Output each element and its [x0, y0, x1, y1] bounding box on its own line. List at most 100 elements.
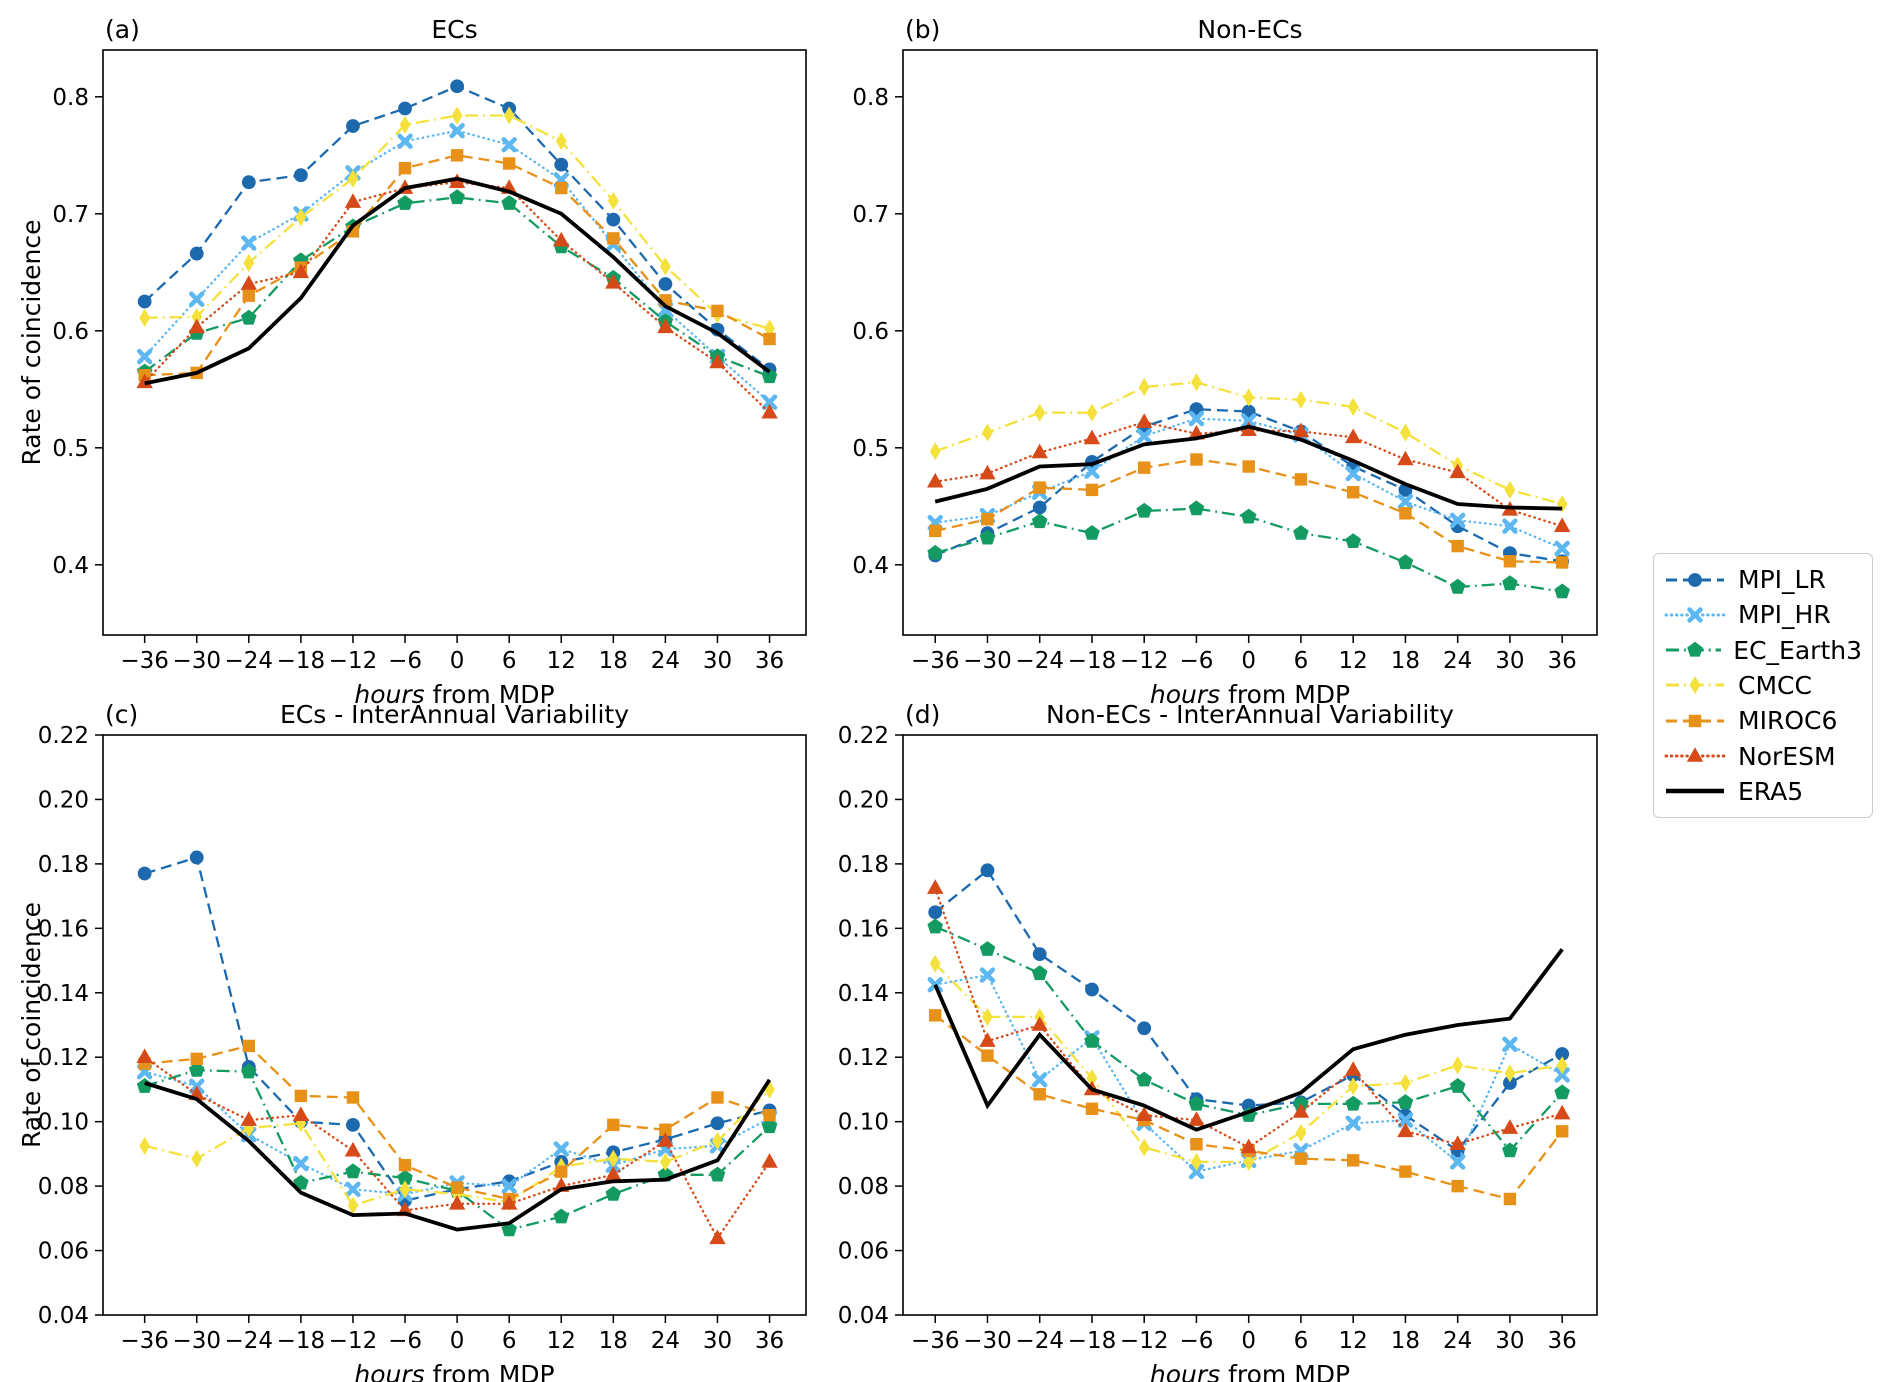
panel-c-MPI_LR-marker [137, 866, 152, 881]
panel-c-ytick-label: 0.04 [38, 1303, 89, 1329]
panel-b-CMCC-marker [1034, 403, 1046, 422]
panel-d-xtick-label: 12 [1339, 1328, 1368, 1354]
panel-d-ytick-label: 0.18 [838, 852, 889, 878]
panel-c-CMCC-marker [399, 1180, 411, 1199]
panel-c-xtick-label: −6 [388, 1328, 422, 1354]
panel-a-xtick-label: 12 [547, 648, 576, 674]
panel-b-MPI_HR-marker [1345, 465, 1361, 482]
panel-d-series-NorESM-markers [927, 879, 1571, 1154]
panel-a-MPI_LR-marker [554, 157, 569, 172]
panel-b-series-ERA5-line [934, 424, 1563, 511]
panel-c-xtick-label: 18 [599, 1328, 628, 1354]
panel-c-ytick-label: 0.18 [38, 852, 89, 878]
panel-d-CMCC-marker [1138, 1138, 1150, 1157]
panel-d-EC_Earth3-marker [1397, 1094, 1414, 1109]
panel-b-CMCC-marker [1243, 388, 1255, 407]
panel-c-MIROC6-marker [190, 1052, 203, 1066]
panel-a-series-EC_Earth3-line [144, 196, 770, 378]
panel-b-MIROC6-marker [1085, 483, 1099, 497]
panel-b-series-NorESM-markers [927, 413, 1571, 532]
legend-MIROC6-line-icon [1666, 714, 1724, 727]
panel-b-EC_Earth3-marker [1188, 500, 1205, 516]
panel-c-EC_Earth3-marker [241, 1063, 257, 1079]
panel-d-xtick-label: −6 [1179, 1328, 1213, 1354]
panel-a-series-CMCC-line [144, 114, 770, 330]
panel-d-CMCC-marker [1243, 1152, 1255, 1171]
panel-b-MIROC6-marker [1451, 539, 1464, 553]
panel-b-MIROC6-marker [1033, 481, 1046, 494]
panel-c-EC_Earth3-marker [136, 1078, 153, 1093]
panel-d-MPI_LR-marker [980, 863, 995, 878]
panel-a-MIROC6-marker [502, 157, 516, 170]
panel-a-EC_Earth3-marker [449, 189, 465, 205]
panel-d-NorESM-marker [1240, 1138, 1257, 1154]
panel-a-xtick-label: 36 [755, 648, 784, 674]
panel-d-EC_Earth3-marker [979, 941, 996, 956]
panel-d-xtick-label: −18 [1068, 1328, 1117, 1354]
panel-a-CMCC-marker [607, 191, 619, 210]
panel-d-MIROC6-marker [1503, 1192, 1517, 1206]
panel-a-MPI_HR-marker [501, 137, 517, 153]
panel-c-ytick-label: 0.06 [38, 1239, 89, 1265]
panel-b-frame [902, 49, 1598, 636]
panel-b-xtick-label: 6 [1294, 648, 1309, 674]
panel-a-series-MPI_HR-line [143, 129, 771, 404]
panel-d-xtick-label: −30 [963, 1328, 1012, 1354]
legend-label-MPI_HR: MPI_HR [1738, 600, 1831, 630]
panel-d-CMCC-marker [929, 954, 941, 973]
panel-c-EC_Earth3-marker [605, 1186, 622, 1201]
panel-d-xtick-label: 0 [1241, 1328, 1256, 1354]
panel-b-series-EC_Earth3-markers [927, 500, 1570, 599]
panel-b-MIROC6-marker [1190, 453, 1203, 466]
panel-a-yaxis-label: Rate of coincidence [17, 219, 46, 465]
panel-d-xtick-label: 36 [1548, 1328, 1577, 1354]
panel-d-NorESM-marker [1449, 1135, 1466, 1151]
legend-label-NorESM: NorESM [1738, 741, 1836, 771]
panel-a-NorESM-marker [448, 173, 466, 189]
panel-c-CMCC-marker [347, 1196, 359, 1215]
panel-d-NorESM-marker [1292, 1103, 1310, 1118]
panel-c-MIROC6-marker [659, 1123, 672, 1136]
panel-a-series-ERA5-line [144, 176, 771, 386]
panel-d-EC_Earth3-marker [1136, 1071, 1152, 1087]
panel-a-MPI_LR-marker [293, 168, 308, 183]
panel-b-MIROC6-marker [1138, 461, 1151, 474]
panel-d-xtick-label: 30 [1495, 1328, 1524, 1354]
panel-d-MPI_LR-marker [1555, 1047, 1570, 1061]
panel-d-EC_Earth3-marker [1188, 1095, 1205, 1111]
panel-a-EC_Earth3-marker [761, 368, 778, 384]
panel-c-MPI_LR-marker [710, 1116, 725, 1131]
panel-b-xtick-label: −12 [1120, 648, 1169, 674]
panel-b-MIROC6-marker [1242, 460, 1255, 473]
panel-d-CMCC-marker [1504, 1064, 1516, 1083]
panel-a-EC_Earth3-marker [241, 309, 257, 325]
panel-a-CMCC-marker [399, 115, 411, 134]
panel-c-NorESM-marker [136, 1048, 153, 1064]
legend-EC_Earth3-marker-icon [1687, 642, 1703, 657]
panel-b-EC_Earth3-marker [1345, 533, 1361, 548]
panel-a-MPI_HR-marker [241, 235, 257, 251]
panel-b-xtick-label: 30 [1495, 648, 1524, 674]
panel-d-CMCC-marker [1556, 1056, 1568, 1075]
panel-b-NorESM-marker [1344, 428, 1362, 444]
panel-d-MPI_LR-marker [1032, 947, 1047, 962]
panel-d-NorESM-marker [1501, 1119, 1519, 1134]
panel-d-MIROC6-marker [1294, 1152, 1308, 1165]
panel-a-CMCC-marker [503, 106, 515, 125]
panel-a-xtick-label: −24 [225, 648, 274, 674]
panel-a-ytick-label: 0.6 [52, 319, 89, 345]
legend-item-MPI_LR: MPI_LR [1664, 563, 1862, 597]
panel-c-EC_Earth3-marker [553, 1208, 570, 1224]
panel-c-NorESM-marker [709, 1229, 726, 1245]
legend-label-MPI_LR: MPI_LR [1738, 565, 1826, 595]
panel-c-MIROC6-marker [294, 1089, 308, 1103]
panel-a-MIROC6-marker [763, 332, 776, 346]
panel-b-CMCC-marker [1191, 373, 1202, 392]
panel-d-ytick-label: 0.14 [838, 981, 889, 1007]
panel-a-xtick-label: −18 [277, 648, 326, 674]
panel-c-EC_Earth3-marker [761, 1118, 778, 1134]
panel-c-ytick-label: 0.14 [38, 981, 89, 1007]
panel-b-EC_Earth3-marker [1554, 583, 1570, 599]
panel-a-ytick-label: 0.4 [52, 553, 89, 579]
panel-a-CMCC-marker [660, 257, 671, 276]
